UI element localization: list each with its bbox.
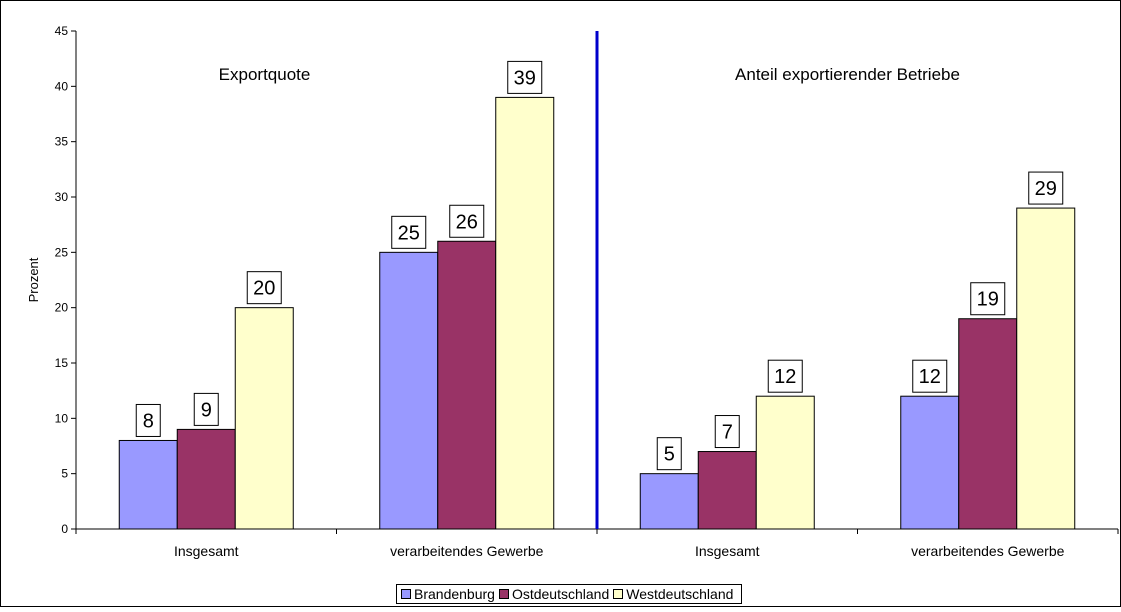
data-label-box — [1028, 171, 1064, 205]
bar-ostdeutschland-insgesamt — [697, 451, 757, 530]
data-label-box — [767, 359, 803, 393]
data-label: 29 — [1035, 178, 1057, 200]
y-tick-label: 15 — [55, 356, 69, 370]
data-label-box — [912, 359, 948, 393]
legend-item-westdeutschland: Westdeutschland — [613, 586, 733, 602]
y-tick-label: 10 — [55, 411, 69, 425]
chart-legend: Brandenburg Ostdeutschland Westdeutschla… — [396, 584, 743, 604]
panel-title: Anteil exportierender Betriebe — [735, 65, 960, 84]
x-category-label: Insgesamt — [174, 543, 239, 559]
y-tick-label: 0 — [61, 522, 68, 536]
bar-brandenburg-verarbeitendes-gewerbe — [900, 395, 960, 530]
legend-swatch-brandenburg — [401, 589, 411, 599]
legend-swatch-ostdeutschland — [498, 589, 509, 599]
data-label-box — [970, 282, 1006, 316]
legend-swatch-westdeutschland — [613, 589, 624, 599]
panel-title: Exportquote — [219, 65, 311, 84]
data-label-box — [246, 271, 282, 305]
y-tick-label: 20 — [55, 301, 69, 315]
legend-label-ostdeutschland: Ostdeutschland — [511, 586, 610, 602]
bar-ostdeutschland-verarbeitendes-gewerbe — [437, 240, 497, 530]
data-label-box — [507, 60, 543, 94]
bar-brandenburg-insgesamt — [118, 439, 178, 530]
y-tick-label: 40 — [55, 79, 69, 93]
y-axis-title: Prozent — [26, 257, 41, 302]
data-label: 7 — [722, 422, 733, 444]
x-category-label: Insgesamt — [695, 543, 760, 559]
data-label: 20 — [253, 278, 275, 300]
data-label: 39 — [514, 67, 536, 89]
data-label: 8 — [143, 410, 154, 432]
data-label-box — [656, 437, 682, 471]
data-label: 12 — [774, 366, 796, 388]
legend-label-brandenburg: Brandenburg — [414, 586, 495, 602]
data-label-box — [449, 204, 485, 238]
bar-ostdeutschland-verarbeitendes-gewerbe — [958, 318, 1018, 530]
data-label: 12 — [919, 366, 941, 388]
y-tick-label: 45 — [55, 24, 69, 38]
data-label-box — [391, 215, 427, 249]
data-label: 5 — [664, 444, 675, 466]
bar-westdeutschland-insgesamt — [234, 307, 294, 530]
y-tick-label: 5 — [61, 467, 68, 481]
legend-label-westdeutschland: Westdeutschland — [626, 586, 734, 602]
bar-brandenburg-insgesamt — [639, 473, 699, 530]
y-tick-label: 30 — [55, 190, 69, 204]
bar-westdeutschland-verarbeitendes-gewerbe — [495, 96, 555, 530]
y-tick-label: 25 — [55, 245, 69, 259]
data-label-box — [135, 403, 161, 437]
bar-ostdeutschland-insgesamt — [176, 428, 236, 530]
bar-brandenburg-verarbeitendes-gewerbe — [379, 251, 439, 530]
x-category-label: verarbeitendes Gewerbe — [390, 543, 544, 559]
bar-westdeutschland-insgesamt — [755, 395, 815, 530]
data-label-box — [193, 392, 219, 426]
y-tick-label: 35 — [55, 135, 69, 149]
x-category-label: verarbeitendes Gewerbe — [911, 543, 1065, 559]
data-label: 25 — [398, 222, 420, 244]
legend-item-ostdeutschland: Ostdeutschland — [498, 586, 610, 602]
data-label: 26 — [456, 211, 478, 233]
bar-westdeutschland-verarbeitendes-gewerbe — [1016, 207, 1076, 530]
data-label: 19 — [977, 289, 999, 311]
legend-item-brandenburg: Brandenburg — [401, 586, 495, 602]
data-label-box — [714, 415, 740, 449]
data-label: 9 — [201, 399, 212, 421]
